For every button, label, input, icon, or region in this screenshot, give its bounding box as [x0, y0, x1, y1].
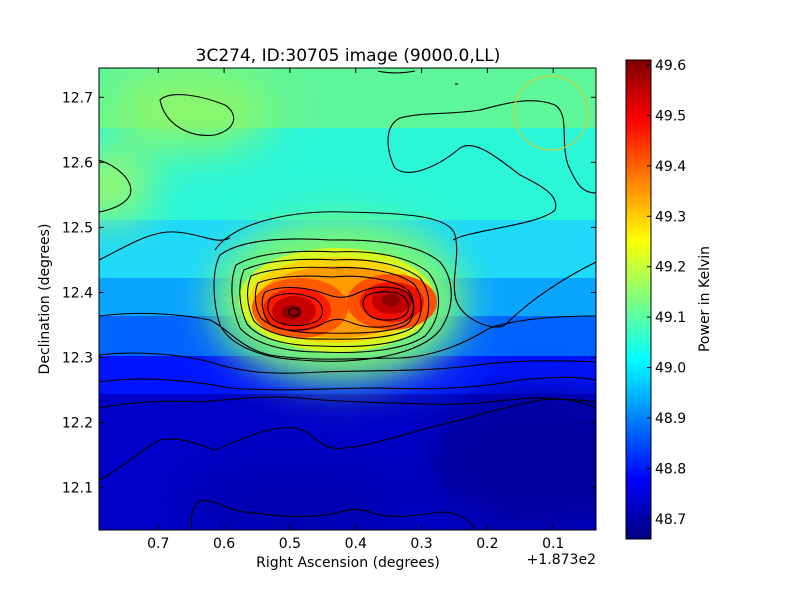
contour-line — [387, 100, 596, 241]
x-tick-label: 0.7 — [147, 536, 169, 552]
colorbar-tick-label: 48.7 — [655, 512, 686, 528]
x-tick-label: 0.6 — [213, 536, 235, 552]
y-tick-label: 12.5 — [62, 220, 93, 236]
colorbar-tick-label: 49.0 — [655, 361, 686, 377]
colorbar-tick-label: 48.8 — [655, 461, 686, 477]
y-axis-label: Declination (degrees) — [37, 224, 53, 375]
colorbar-label: Power in Kelvin — [697, 246, 713, 352]
contour-line — [377, 70, 416, 74]
colorbar-ticks: 48.7 48.8 48.9 49.0 49.1 49.2 49.3 49.4 49.5 49.6 — [647, 58, 686, 528]
heatmap-fill — [99, 68, 596, 530]
contour-line — [288, 307, 300, 317]
beam-circle — [513, 75, 589, 151]
chart-title: 3C274, ID:30705 image (9000.0,LL) — [196, 46, 501, 66]
colorbar-tick-label: 49.5 — [655, 108, 686, 124]
contour-line — [267, 293, 324, 327]
x-tick-label: 0.4 — [345, 536, 367, 552]
x-tick-label: 0.1 — [542, 536, 564, 552]
contour-line — [261, 286, 414, 331]
x-axis-label: Right Ascension (degrees) — [256, 555, 440, 571]
contour-line — [99, 396, 596, 409]
colorbar-tick-label: 49.6 — [655, 58, 686, 74]
contour-line — [159, 94, 235, 136]
x-tick-label: 0.2 — [476, 536, 498, 552]
contour-line — [99, 376, 596, 391]
contour-line — [247, 266, 422, 340]
x-tick-label: 0.3 — [410, 536, 432, 552]
plot-frame — [98, 67, 597, 531]
contour-line — [231, 250, 440, 354]
colorbar-tick-label: 49.4 — [655, 159, 686, 175]
x-offset-label: +1.873e2 — [527, 552, 596, 568]
contour-line — [99, 312, 596, 360]
contour-line — [190, 499, 476, 530]
colorbar-tick-label: 49.2 — [655, 260, 686, 276]
contour-line — [362, 291, 410, 321]
colorbar-tick-label: 49.3 — [655, 209, 686, 225]
contour-line — [99, 398, 596, 481]
y-tick-label: 12.7 — [62, 90, 93, 106]
contour-line — [254, 275, 415, 334]
contour-line — [99, 159, 132, 213]
y-axis-ticks: 12.1 12.2 12.3 12.4 12.5 12.6 12.7 — [62, 90, 596, 497]
y-tick-label: 12.2 — [62, 416, 93, 432]
heatmap-image — [99, 68, 596, 530]
y-tick-label: 12.1 — [62, 481, 93, 497]
contour-lines — [99, 70, 596, 530]
colorbar-tick-label: 48.9 — [655, 411, 686, 427]
y-tick-label: 12.6 — [62, 155, 93, 171]
contour-line — [99, 231, 231, 261]
y-tick-label: 12.3 — [62, 351, 93, 367]
y-tick-label: 12.4 — [62, 285, 93, 301]
colorbar-tick-label: 49.1 — [655, 310, 686, 326]
contour-line — [214, 211, 596, 328]
contour-line — [99, 352, 596, 374]
colorbar — [625, 59, 652, 540]
x-tick-label: 0.5 — [279, 536, 301, 552]
x-axis-ticks: 0.7 0.6 0.5 0.4 0.3 0.2 0.1 — [147, 68, 564, 552]
contour-line — [239, 258, 430, 348]
